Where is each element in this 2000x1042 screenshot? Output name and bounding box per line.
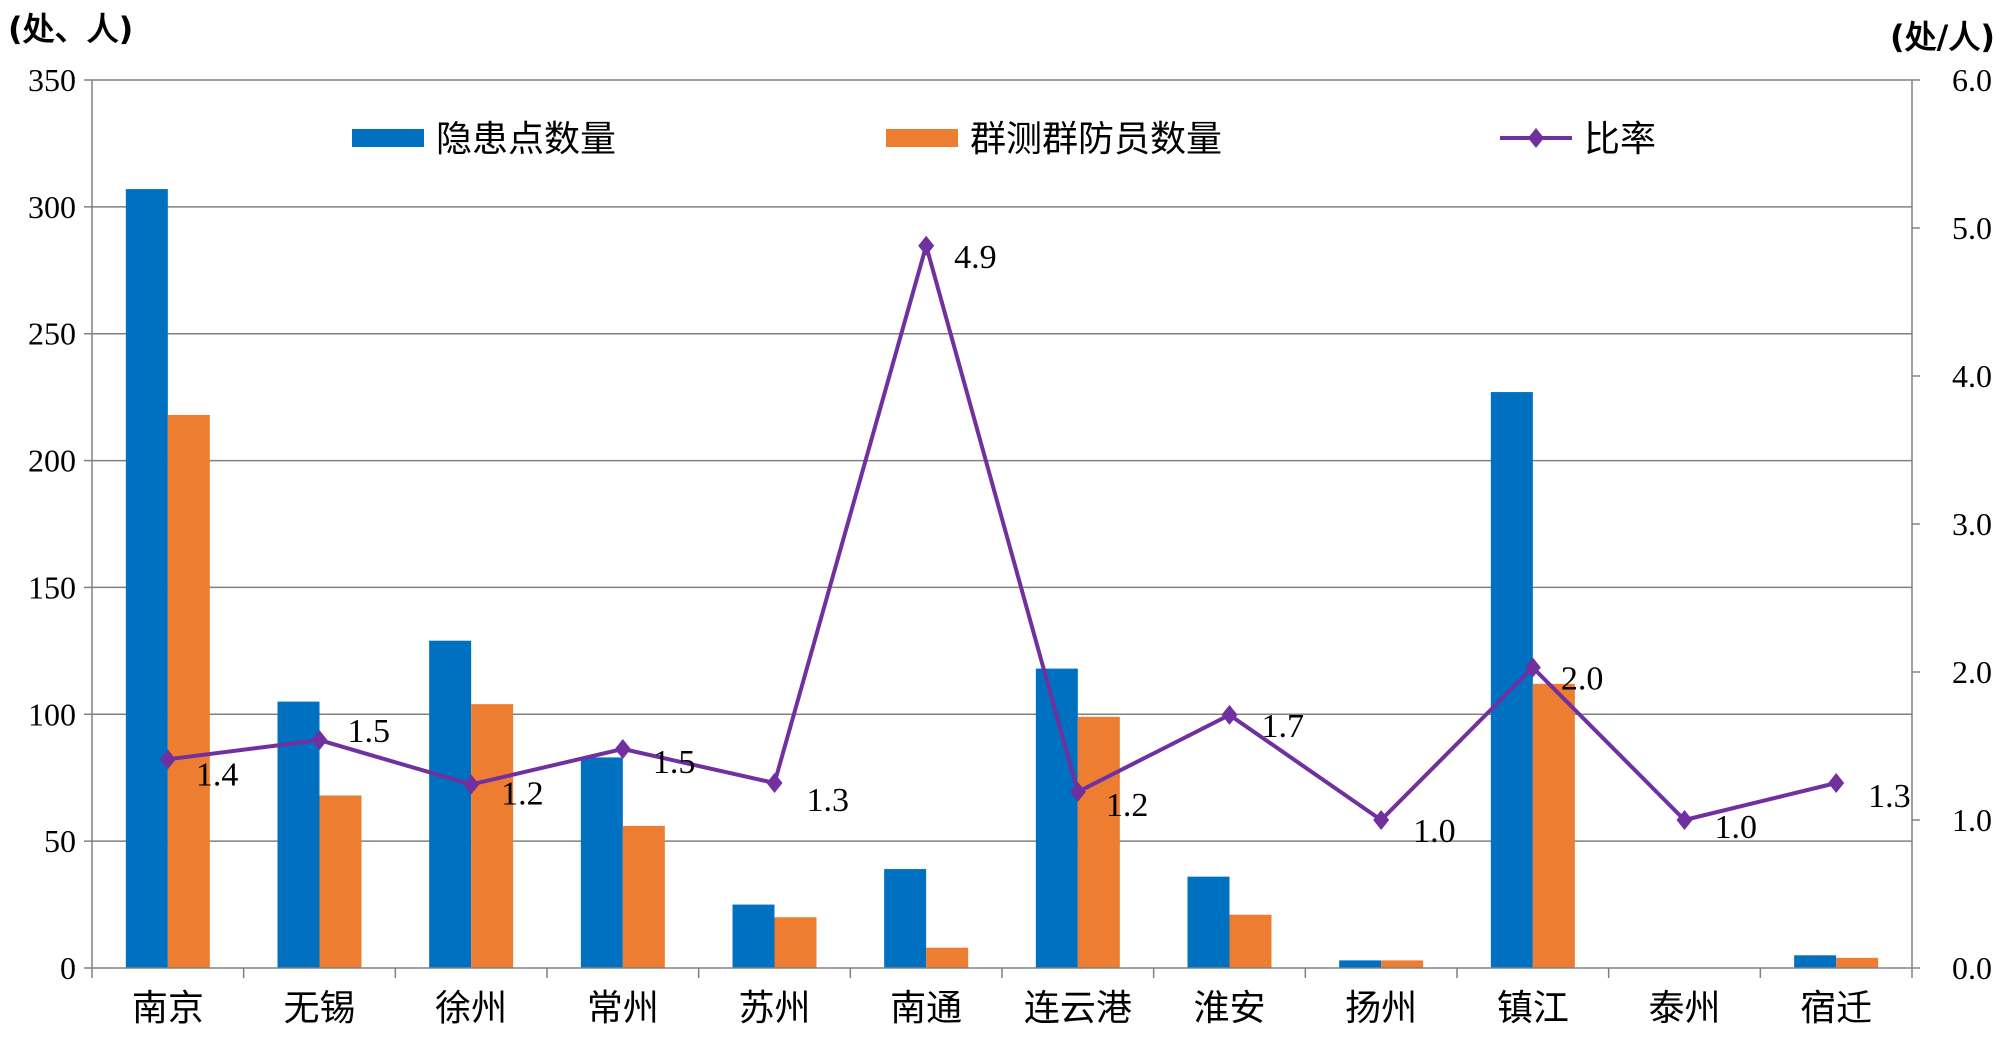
legend-swatch: [886, 129, 958, 147]
right-tick-label: 4.0: [1952, 358, 1992, 394]
left-axis-title: (处、人): [8, 10, 133, 48]
left-tick-label: 150: [28, 569, 76, 605]
ratio-data-label: 1.5: [653, 744, 696, 781]
bar-monitoring-staff: [774, 917, 817, 968]
category-label: 镇江: [1497, 988, 1569, 1029]
ratio-data-label: 1.3: [1868, 778, 1911, 815]
category-label: 扬州: [1345, 988, 1417, 1029]
left-tick-label: 100: [28, 696, 76, 732]
category-label: 淮安: [1193, 988, 1265, 1029]
left-tick-label: 50: [44, 823, 76, 859]
ratio-marker: [1373, 810, 1390, 830]
ratio-marker: [311, 730, 328, 751]
ratio-line: [159, 235, 1845, 830]
category-label: 连云港: [1024, 988, 1132, 1029]
right-tick-label: 1.0: [1952, 802, 1992, 838]
ratio-marker: [1828, 773, 1845, 793]
ratio-data-label: 4.9: [954, 239, 997, 276]
ratio-marker: [463, 774, 480, 795]
category-label: 南通: [890, 988, 962, 1029]
ratio-marker: [1524, 657, 1541, 678]
right-tick-label: 3.0: [1952, 506, 1992, 542]
bar-monitoring-staff: [1229, 914, 1272, 968]
bars: [125, 189, 1879, 969]
category-label: 南京: [132, 988, 204, 1029]
ratio-marker: [614, 738, 631, 759]
bar-hidden-danger-points: [1490, 392, 1533, 968]
right-tick-label: 5.0: [1952, 210, 1992, 246]
bar-hidden-danger-points: [1187, 876, 1230, 968]
ratio-line-path: [167, 238, 1837, 823]
bar-monitoring-staff: [926, 947, 969, 968]
category-label: 宿迁: [1800, 988, 1872, 1029]
left-tick-label: 300: [28, 189, 76, 225]
left-tick-label: 200: [28, 443, 76, 479]
ratio-marker: [766, 773, 783, 793]
bar-monitoring-staff: [319, 795, 362, 968]
bar-monitoring-staff: [1532, 683, 1575, 968]
bar-hidden-danger-points: [884, 869, 927, 968]
ratio-data-label: 1.0: [1413, 813, 1456, 850]
ratio-data-label: 1.3: [807, 782, 850, 819]
ratio-data-label: 1.2: [501, 775, 543, 812]
bar-hidden-danger-points: [125, 189, 168, 968]
axes: 0 50 100 150 200 250 300 350 0.0 1.0 2.0 3.0 4.0 5.0 6…: [28, 62, 1992, 1029]
bar-monitoring-staff: [622, 825, 665, 968]
right-axis-title: (处/人): [1890, 18, 1995, 56]
bar-monitoring-staff: [1381, 960, 1424, 968]
left-tick-label: 350: [28, 62, 76, 98]
bar-monitoring-staff: [167, 414, 210, 969]
bar-hidden-danger-points: [580, 757, 623, 968]
category-label: 常州: [587, 988, 659, 1029]
data-labels: 1.4 1.5 1.2 1.5 1.3 4.9 1.2 1.7 1.0 2.0 1.0 1.3: [196, 239, 1911, 850]
ratio-data-label: 1.2: [1106, 787, 1149, 824]
right-tick-label: 2.0: [1952, 654, 1992, 690]
bar-hidden-danger-points: [732, 904, 775, 968]
left-tick-label: 250: [28, 316, 76, 352]
bar-monitoring-staff: [1836, 957, 1879, 968]
ratio-data-label: 2.0: [1561, 661, 1604, 698]
legend-label: 群测群防员数量: [970, 119, 1222, 160]
ratio-marker: [918, 235, 935, 256]
category-label: 泰州: [1648, 988, 1720, 1029]
ratio-marker: [1069, 781, 1086, 802]
ratio-marker: [1221, 704, 1238, 725]
right-tick-label: 0.0: [1952, 950, 1992, 986]
gridlines: [92, 79, 1912, 842]
ratio-data-label: 1.0: [1715, 809, 1758, 846]
left-tick-label: 0: [60, 950, 76, 986]
legend-label: 比率: [1584, 119, 1656, 160]
bar-hidden-danger-points: [429, 640, 472, 968]
ratio-data-label: 1.7: [1262, 708, 1305, 745]
category-label: 徐州: [435, 988, 507, 1029]
legend: 隐患点数量 群测群防员数量 比率: [352, 119, 1656, 160]
ratio-marker: [159, 749, 176, 770]
right-tick-label: 6.0: [1952, 62, 1992, 98]
legend-marker: [1528, 128, 1544, 148]
category-label: 无锡: [283, 988, 355, 1029]
legend-label: 隐患点数量: [436, 119, 616, 160]
ratio-marker: [1676, 810, 1693, 830]
bar-monitoring-staff: [1077, 716, 1120, 968]
legend-swatch: [352, 129, 424, 147]
bar-hidden-danger-points: [1339, 960, 1382, 968]
category-label: 苏州: [738, 988, 810, 1029]
ratio-data-label: 1.4: [196, 756, 239, 793]
ratio-data-label: 1.5: [348, 713, 391, 750]
bar-monitoring-staff: [471, 704, 514, 968]
bar-hidden-danger-points: [1794, 955, 1837, 968]
